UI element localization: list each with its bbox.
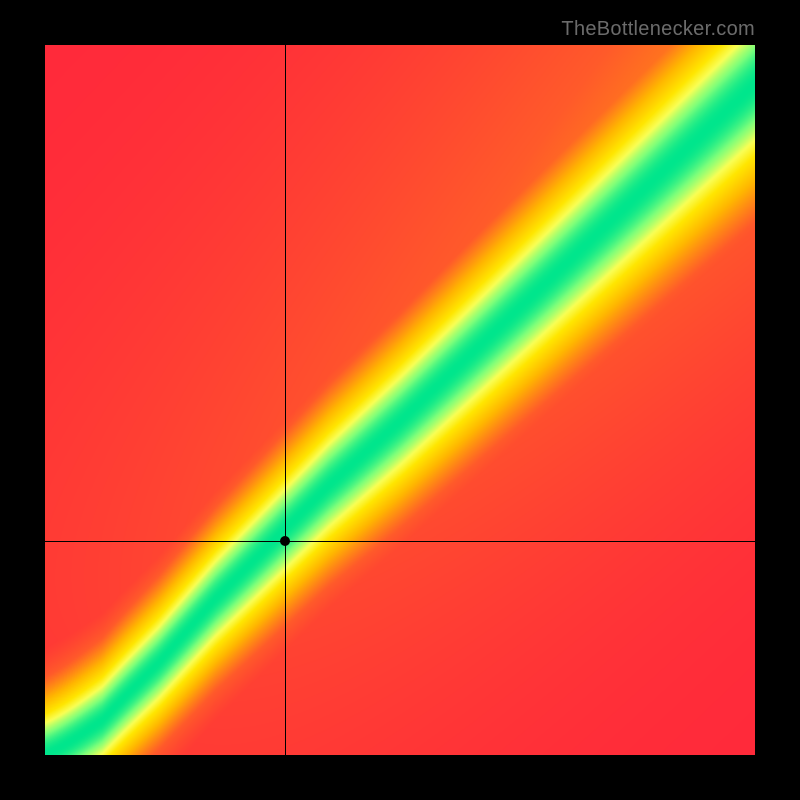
heatmap-plot [45, 45, 755, 755]
watermark: TheBottlenecker.com [561, 18, 755, 41]
heatmap-canvas [45, 45, 755, 755]
